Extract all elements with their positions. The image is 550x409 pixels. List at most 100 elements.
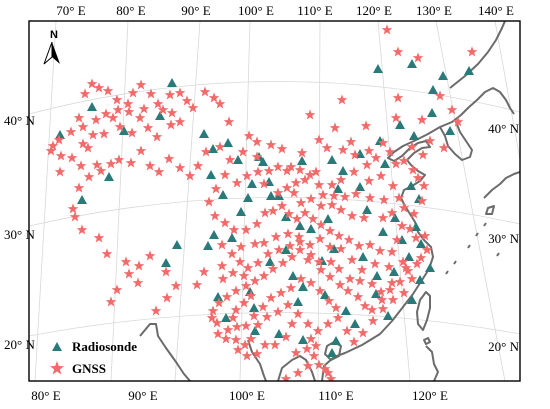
gnss-station-marker (273, 244, 285, 255)
gnss-station-marker (392, 46, 404, 57)
gnss-station-marker (230, 334, 242, 345)
gnss-station-marker (406, 273, 418, 284)
gnss-station-marker (348, 166, 360, 177)
gnss-station-marker (334, 279, 346, 290)
right-lat-label: 20° N (488, 339, 519, 354)
gnss-station-marker (87, 129, 99, 140)
gnss-station-marker (227, 312, 239, 323)
gnss-station-marker (374, 245, 386, 256)
gnss-station-marker (241, 170, 253, 181)
gnss-station-marker (290, 177, 302, 188)
radiosonde-station-marker (293, 297, 303, 306)
gnss-station-marker (438, 142, 450, 153)
radiosonde-station-marker (331, 336, 341, 345)
radiosonde-station-marker (295, 221, 305, 230)
gnss-station-marker (227, 267, 239, 278)
gnss-layer (45, 24, 478, 381)
radiosonde-station-marker (338, 166, 348, 175)
gnss-station-marker (352, 291, 364, 302)
left-lat-label: 20° N (4, 337, 35, 352)
radiosonde-station-marker (227, 233, 237, 242)
lon-line-140 (494, 21, 520, 162)
gnss-station-marker (294, 164, 306, 175)
gnss-station-marker (198, 266, 210, 277)
gnss-station-marker (313, 256, 325, 267)
gnss-station-marker (200, 146, 212, 157)
gnss-station-marker (153, 166, 165, 177)
gnss-station-marker (375, 170, 387, 181)
gnss-station-marker (187, 102, 199, 113)
gnss-station-marker (366, 304, 378, 315)
gnss-station-marker (434, 90, 446, 101)
gnss-station-marker (111, 284, 123, 295)
gnss-station-marker (341, 325, 353, 336)
right-lat-label: 40° N (488, 121, 519, 136)
gnss-station-marker (213, 297, 225, 308)
gnss-station-marker (65, 126, 77, 137)
gnss-station-marker (313, 134, 325, 145)
gnss-station-marker (336, 94, 348, 105)
gnss-station-marker (241, 350, 253, 361)
gnss-station-marker (240, 280, 252, 291)
gnss-station-marker (325, 256, 337, 267)
gnss-station-marker (335, 243, 347, 254)
radiosonde-station-marker (297, 156, 307, 165)
gnss-station-marker (326, 179, 338, 190)
bottom-lon-label: 110° E (318, 388, 353, 403)
radiosonde-station-marker (288, 271, 298, 280)
radiosonde-station-marker (428, 85, 438, 94)
gnss-station-marker (135, 79, 147, 90)
gnss-station-marker (263, 165, 275, 176)
gnss-station-marker (76, 224, 88, 235)
gnss-station-marker (216, 260, 228, 271)
gnss-station-marker (304, 109, 316, 120)
gnss-station-marker (125, 157, 137, 168)
radiosonde-station-marker (119, 126, 129, 135)
gnss-station-marker (257, 301, 269, 312)
gnss-station-marker (346, 254, 358, 265)
gnss-station-marker (170, 280, 182, 291)
gnss-station-marker (377, 137, 389, 148)
gnss-station-marker (397, 256, 409, 267)
radiosonde-station-marker (250, 326, 260, 335)
gnss-station-marker (75, 160, 87, 171)
gnss-station-marker (339, 191, 351, 202)
radiosonde-station-marker (306, 224, 316, 233)
gnss-station-marker (224, 154, 236, 165)
gnss-station-marker (221, 291, 233, 302)
gnss-station-marker (404, 223, 416, 234)
gnss-station-marker (265, 139, 277, 150)
radiosonde-station-marker (411, 222, 421, 231)
gnss-station-marker (285, 282, 297, 293)
gnss-station-marker (357, 327, 369, 338)
gnss-station-marker (163, 153, 175, 164)
gnss-station-marker (232, 344, 244, 355)
gnss-station-marker (386, 207, 398, 218)
gnss-station-marker (364, 239, 376, 250)
gnss-station-marker (69, 211, 81, 222)
radiosonde-station-marker (266, 191, 276, 200)
gnss-station-marker (386, 246, 398, 257)
gnss-station-marker (302, 360, 314, 371)
radiosonde-station-marker (233, 155, 243, 164)
gnss-station-marker (152, 98, 164, 109)
mainland-coast (321, 87, 515, 381)
gnss-station-marker (79, 88, 91, 99)
gnss-station-marker (313, 359, 325, 370)
bottom-lon-label: 120° E (412, 388, 448, 403)
radiosonde-station-marker (209, 230, 219, 239)
radiosonde-station-marker (199, 129, 209, 138)
gnss-station-marker (211, 317, 223, 328)
gnss-station-marker (144, 160, 156, 171)
gnss-station-marker (412, 172, 424, 183)
radiosonde-station-marker (427, 108, 437, 117)
gnss-station-marker (258, 178, 270, 189)
gnss-station-marker (95, 165, 107, 176)
gnss-station-marker (305, 277, 317, 288)
gnss-station-marker (408, 208, 420, 219)
gnss-station-marker (105, 296, 117, 307)
top-lon-labels: 70° E 80° E 90° E 100° E 110° E 120° E 1… (56, 3, 514, 18)
gnss-station-marker (419, 230, 431, 241)
radiosonde-station-marker (249, 303, 259, 312)
